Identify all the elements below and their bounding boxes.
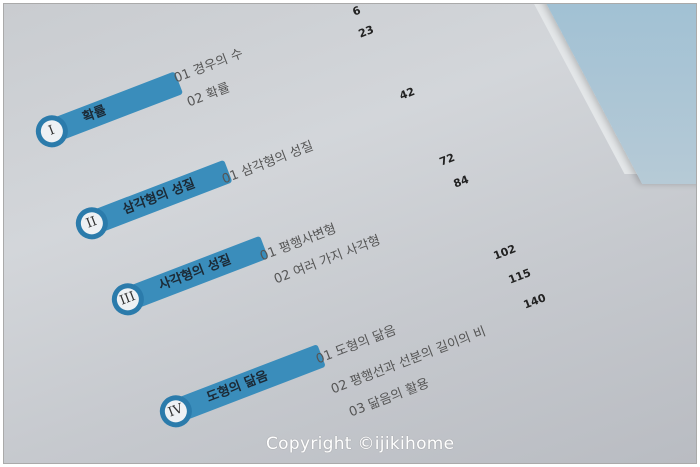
photo-frame: 6 23 42 72 84 102 115 140 I 확률 01 경우의 수 … (3, 3, 697, 464)
page-number: 6 (350, 3, 363, 19)
page-number: 102 (491, 242, 518, 263)
toc-item: 02 확률 (185, 80, 233, 111)
page-number: 84 (451, 172, 471, 191)
toc-item: 01 경우의 수 (172, 46, 246, 87)
toc-item: 01 삼각형의 성질 (220, 138, 316, 188)
chapter-title: 사각형의 성질 (131, 235, 269, 308)
chapter-title: 삼각형의 성질 (95, 159, 233, 232)
page-number: 115 (506, 266, 533, 287)
watermark: Copyright ©ijikihome (266, 434, 455, 454)
chapter-title: 도형의 닮음 (179, 344, 326, 420)
page-number: 72 (437, 150, 457, 169)
page-number: 23 (356, 22, 376, 41)
chapter-title: 확률 (55, 71, 184, 140)
page-number: 140 (521, 291, 548, 312)
page-number: 42 (397, 84, 417, 103)
